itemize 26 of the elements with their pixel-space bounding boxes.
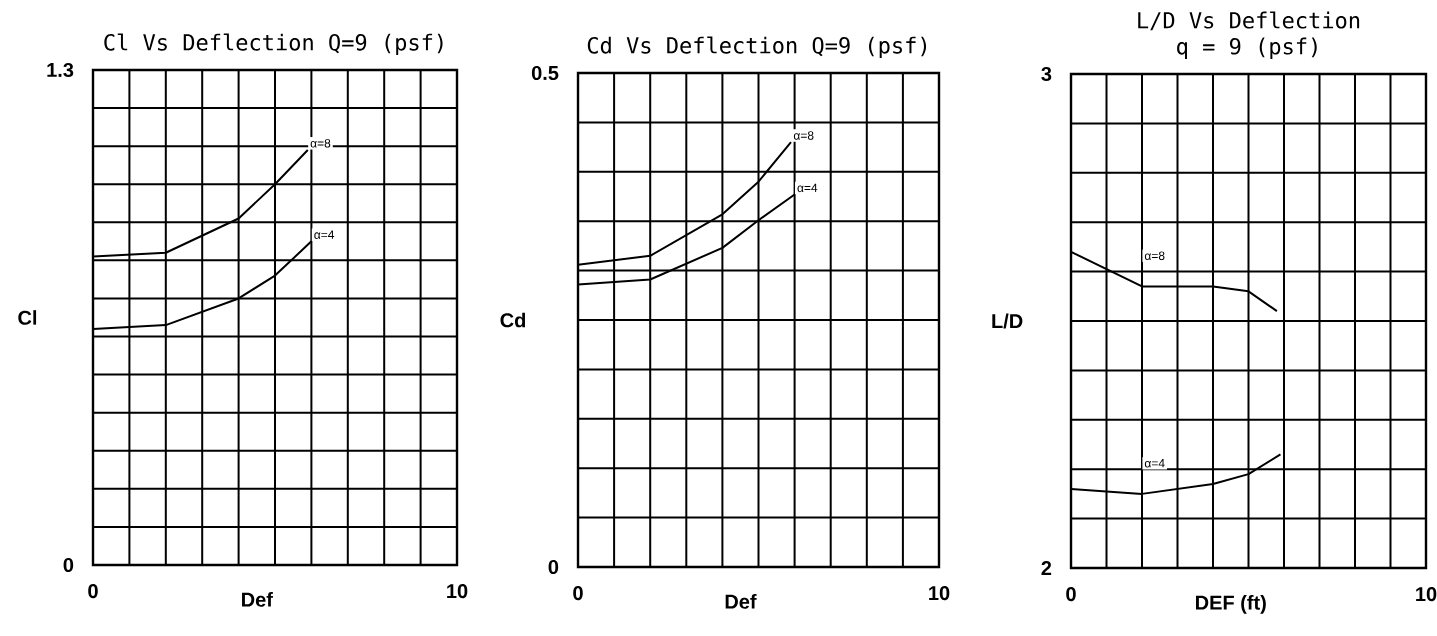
y-axis-title: Cd [500,312,526,328]
y-tick-label: 2 [1041,561,1052,575]
text: α=8 [1144,251,1165,261]
y-tick-label: 0.5 [531,65,559,81]
x-tick-label: 0 [88,584,98,599]
series-label: α=8 [793,131,814,140]
chart-title: L/D Vs Deflection [1138,11,1360,31]
series-label: α=8 [310,139,331,148]
x-tick-label: 0 [573,586,583,601]
y-axis-title: L/D [992,313,1023,329]
series-label: α=4 [797,183,818,193]
y-axis-title: Cl [18,310,37,325]
x-axis-title: Def [725,594,757,609]
y-tick-label: 1.3 [47,62,74,78]
y-tick-label: 3 [1041,66,1052,82]
x-axis-title: Def [242,592,273,607]
x-tick-label: 10 [1416,587,1437,602]
series-label: α=4 [1144,459,1165,468]
x-tick-label: 0 [1066,587,1076,602]
chart-title: Cl Vs Deflection Q=9 (psf) [104,33,443,55]
x-axis-title: DEF (ft) [1196,595,1266,614]
chart-title: Cd Vs Deflection Q=9 (psf) [587,36,927,58]
x-tick-label: 10 [929,586,950,601]
chart-subtitle: q = 9 (psf) [1177,37,1317,59]
x-tick-label: 10 [447,584,468,599]
series-label: α=4 [314,230,335,239]
